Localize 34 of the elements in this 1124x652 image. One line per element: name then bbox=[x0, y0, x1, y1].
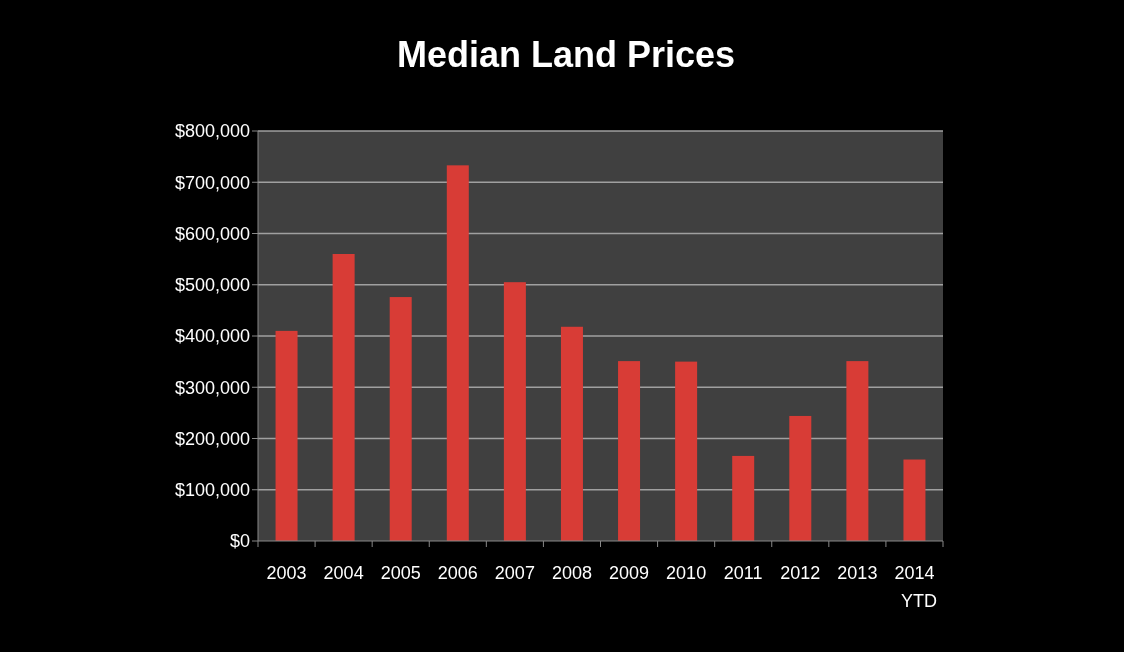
bar bbox=[618, 361, 641, 541]
x-tick-label: 2014 YTD bbox=[894, 563, 937, 611]
bar bbox=[275, 330, 298, 541]
bar bbox=[389, 297, 412, 541]
bar bbox=[789, 415, 812, 541]
y-tick-label: $200,000 bbox=[174, 428, 250, 449]
y-tick-label: $300,000 bbox=[174, 377, 250, 398]
bar bbox=[846, 361, 869, 541]
x-tick-label: 2007 bbox=[494, 563, 535, 583]
bar bbox=[332, 254, 355, 541]
bar bbox=[675, 361, 698, 541]
x-tick-label: 2005 bbox=[380, 563, 421, 583]
x-tick-label: 2003 bbox=[266, 563, 307, 583]
y-tick-label: $700,000 bbox=[174, 172, 250, 193]
bar bbox=[732, 455, 755, 541]
bar bbox=[503, 282, 526, 541]
x-tick-label: 2009 bbox=[609, 563, 650, 583]
bar bbox=[903, 459, 926, 541]
y-tick-label: $500,000 bbox=[174, 275, 250, 296]
y-tick-label: $100,000 bbox=[174, 480, 250, 501]
y-tick-label: $400,000 bbox=[174, 326, 250, 347]
x-tick-label: 2012 bbox=[780, 563, 821, 583]
x-tick-label: 2006 bbox=[437, 563, 478, 583]
x-tick-label: 2010 bbox=[666, 563, 707, 583]
x-tick-label: 2004 bbox=[323, 563, 364, 583]
bar bbox=[560, 326, 583, 541]
y-tick-label: $600,000 bbox=[174, 223, 250, 244]
chart-title: Median Land Prices bbox=[396, 34, 736, 75]
y-tick-label: $800,000 bbox=[174, 121, 250, 142]
x-tick-label: 2008 bbox=[551, 563, 592, 583]
x-tick-label: 2011 bbox=[723, 563, 763, 583]
bar bbox=[446, 165, 469, 541]
y-tick-label: $0 bbox=[229, 531, 250, 552]
x-tick-label: 2013 bbox=[837, 563, 878, 583]
